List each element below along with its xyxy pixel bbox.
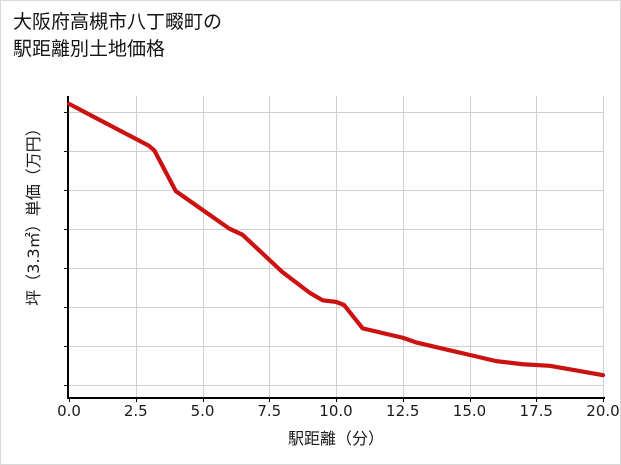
gridline-vertical — [603, 96, 604, 397]
chart-title: 大阪府高槻市八丁畷町の 駅距離別土地価格 — [13, 11, 223, 60]
y-tick-mark — [64, 189, 68, 191]
x-tick-mark — [536, 397, 538, 402]
y-tick-mark — [64, 384, 68, 386]
y-axis-line — [67, 96, 69, 397]
y-tick-mark — [64, 150, 68, 152]
gridline-vertical — [269, 96, 271, 397]
y-tick-mark — [64, 306, 68, 308]
x-tick-mark — [69, 397, 70, 402]
x-tick-mark — [336, 397, 337, 402]
y-axis-label: 坪（3.3㎡）単価（万円） — [24, 120, 43, 306]
x-tick-mark — [603, 397, 604, 402]
x-tick-mark — [469, 397, 471, 402]
data-line-series — [66, 101, 606, 378]
x-tick-label: 0.0 — [57, 402, 81, 420]
x-tick-label: 15.0 — [452, 402, 487, 420]
gridline-vertical — [202, 96, 204, 397]
y-tick-mark — [64, 111, 68, 113]
x-tick-label: 20.0 — [586, 402, 620, 420]
x-tick-label: 2.5 — [123, 402, 148, 420]
gridline-vertical — [336, 96, 337, 397]
y-tick-mark — [64, 345, 68, 347]
x-tick-mark — [269, 397, 271, 402]
gridline-vertical — [135, 96, 137, 397]
x-tick-label: 5.0 — [190, 402, 215, 420]
x-axis-label: 駅距離（分） — [287, 429, 384, 448]
gridline-vertical — [402, 96, 404, 397]
gridline-vertical — [469, 96, 471, 397]
gridline-vertical — [536, 96, 538, 397]
x-tick-mark — [202, 397, 204, 402]
x-tick-label: 12.5 — [386, 402, 420, 420]
plot-area: 45.047.550.052.555.057.560.062.5 0.02.55… — [57, 96, 620, 420]
x-tick-label: 10.0 — [319, 402, 353, 420]
y-tick-mark — [64, 267, 68, 269]
x-tick-mark — [402, 397, 404, 402]
y-tick-mark — [64, 228, 68, 230]
x-tick-label: 7.5 — [257, 402, 282, 420]
x-tick-mark — [135, 397, 137, 402]
x-tick-label: 17.5 — [519, 402, 553, 420]
